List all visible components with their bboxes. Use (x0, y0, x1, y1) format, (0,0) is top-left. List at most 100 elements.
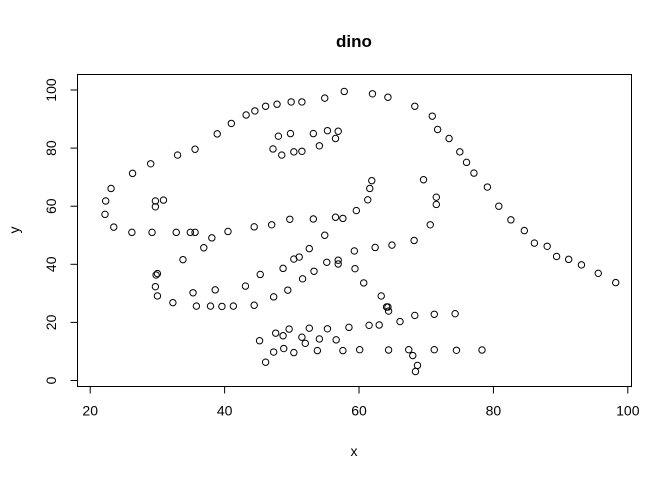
data-point (410, 236, 418, 245)
data-point (331, 213, 340, 221)
data-point (371, 243, 379, 252)
data-point (323, 126, 332, 135)
data-point (462, 158, 471, 167)
data-point (426, 221, 434, 229)
data-point (151, 197, 160, 205)
data-point (101, 210, 109, 219)
data-point (355, 346, 364, 354)
data-point (334, 256, 342, 264)
data-point (298, 333, 306, 341)
data-point (269, 293, 278, 301)
data-point (368, 90, 377, 98)
data-point (213, 130, 221, 138)
data-point (612, 278, 620, 287)
data-point (315, 142, 324, 150)
data-point (366, 184, 374, 193)
data-point (309, 215, 318, 223)
data-point (256, 270, 264, 279)
data-point (107, 184, 115, 193)
data-point (278, 151, 286, 159)
data-point (409, 351, 417, 360)
data-point (250, 301, 258, 309)
data-point (295, 253, 303, 261)
data-point (269, 348, 278, 356)
x-tick-label: 60 (351, 403, 367, 419)
data-point (286, 215, 294, 223)
data-point (128, 169, 137, 178)
data-point (200, 244, 208, 252)
data-point (432, 200, 440, 209)
data-point (227, 119, 236, 128)
y-axis-label: y (6, 227, 22, 234)
data-point (350, 247, 359, 255)
data-point (339, 214, 347, 223)
data-point (286, 129, 295, 138)
data-point (301, 339, 309, 348)
data-point (430, 310, 438, 318)
data-point (151, 282, 160, 291)
data-point (507, 216, 515, 224)
data-point (323, 258, 331, 266)
data-point (298, 147, 306, 156)
data-point (411, 311, 419, 320)
data-point (520, 226, 529, 235)
data-point (128, 228, 136, 237)
data-point (298, 98, 306, 106)
data-point (413, 361, 422, 370)
data-point (284, 286, 292, 294)
data-point (148, 228, 156, 237)
data-point (432, 193, 440, 201)
data-point (552, 252, 561, 261)
data-point (271, 329, 280, 337)
data-point (211, 286, 219, 294)
data-point (360, 279, 368, 287)
data-point (285, 325, 293, 333)
data-point (287, 98, 295, 106)
data-point (189, 289, 197, 297)
data-point (323, 325, 332, 333)
data-point (375, 321, 383, 329)
y-tick-label: 40 (43, 256, 59, 272)
x-tick-label: 80 (486, 403, 502, 419)
data-point (208, 234, 216, 242)
y-tick-label: 100 (43, 78, 59, 102)
data-point (186, 228, 195, 237)
data-point (321, 94, 329, 102)
x-tick-label: 40 (217, 403, 233, 419)
x-tick-label: 20 (82, 403, 98, 419)
data-point (159, 196, 168, 204)
data-point (153, 269, 162, 278)
data-point (428, 112, 436, 120)
data-point (305, 244, 313, 253)
data-point (411, 367, 420, 376)
data-point (179, 255, 187, 264)
data-point (470, 169, 478, 177)
data-point (280, 344, 288, 353)
data-point (433, 125, 442, 134)
data-point (173, 151, 182, 159)
data-point (224, 227, 232, 236)
data-point (384, 346, 393, 354)
data-point (147, 160, 155, 168)
x-axis-label: x (351, 443, 358, 459)
data-point (530, 239, 539, 247)
data-point (456, 148, 464, 156)
data-point (192, 302, 201, 310)
data-point (153, 292, 162, 300)
data-point (310, 267, 318, 275)
data-point (352, 206, 361, 215)
data-point (451, 309, 459, 318)
data-point (229, 302, 238, 310)
data-point (411, 102, 419, 110)
y-tick-label: 60 (43, 198, 59, 214)
data-point (364, 196, 372, 204)
data-point (274, 132, 283, 140)
data-point (564, 255, 573, 264)
data-point (478, 346, 486, 354)
data-point (218, 302, 226, 311)
data-point (191, 145, 199, 153)
data-point (594, 269, 602, 278)
data-point (315, 335, 324, 343)
data-point (250, 223, 258, 231)
